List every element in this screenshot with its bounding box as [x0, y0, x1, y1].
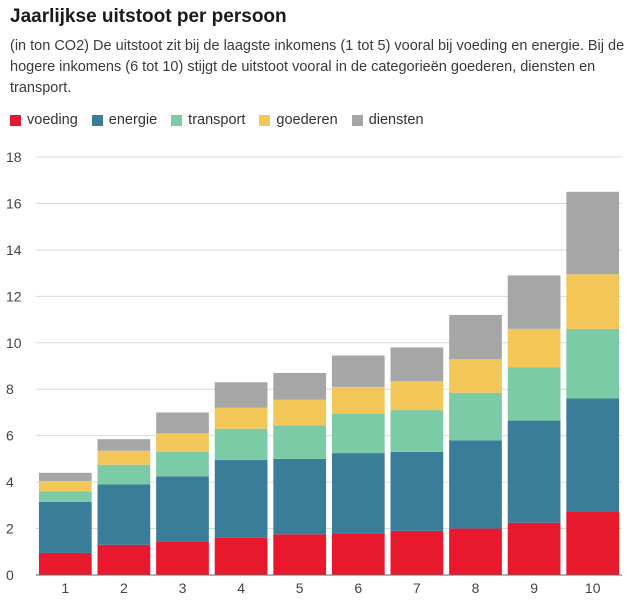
- bar-segment-transport: [507, 367, 561, 421]
- bar-segment-voeding: [97, 544, 151, 575]
- bar-segment-energie: [566, 398, 620, 512]
- y-tick-label: 2: [6, 521, 14, 537]
- legend-swatch-goederen: [259, 114, 271, 126]
- bar-segment-energie: [331, 453, 385, 534]
- bar-segment-goederen: [97, 450, 151, 465]
- bar-segment-voeding: [38, 552, 92, 575]
- y-tick-label: 16: [6, 195, 22, 211]
- x-tick-label: 8: [472, 580, 480, 596]
- y-tick-label: 14: [6, 242, 22, 258]
- bar-segment-voeding: [273, 534, 327, 575]
- bar-segment-transport: [38, 491, 92, 502]
- bar-segment-goederen: [38, 480, 92, 492]
- bar-segment-voeding: [449, 528, 502, 575]
- x-tick-label: 6: [354, 580, 362, 596]
- legend-item-goederen: goederen: [259, 112, 338, 128]
- bar-segment-energie: [97, 484, 151, 545]
- y-tick-label: 0: [6, 567, 14, 583]
- bar-segment-transport: [566, 328, 620, 399]
- bar-segment-transport: [273, 425, 327, 459]
- bar-segment-transport: [390, 410, 444, 452]
- y-tick-label: 8: [6, 381, 14, 397]
- bar-segment-goederen: [214, 407, 268, 429]
- legend-item-transport: transport: [171, 112, 245, 128]
- legend-swatch-voeding: [10, 114, 21, 126]
- bar-segment-goederen: [507, 328, 561, 368]
- y-tick-label: 6: [6, 428, 14, 444]
- bar-segment-energie: [449, 440, 502, 529]
- bar-segment-diensten: [214, 382, 268, 408]
- bar-segment-voeding: [390, 530, 444, 575]
- legend-label-energie: energie: [108, 112, 158, 128]
- x-tick-label: 3: [179, 580, 187, 596]
- x-tick-label: 5: [296, 580, 304, 596]
- bar-segment-energie: [38, 501, 92, 553]
- bar-segment-transport: [331, 413, 385, 454]
- bar-segment-energie: [214, 460, 268, 538]
- bar-segment-voeding: [156, 541, 209, 575]
- legend: voeding energie transport goederen diens…: [10, 112, 424, 128]
- bar-segment-goederen: [156, 433, 209, 452]
- bar-segment-diensten: [331, 355, 385, 387]
- bar-segment-energie: [156, 476, 209, 542]
- bar-segment-transport: [214, 428, 268, 461]
- legend-item-energie: energie: [91, 112, 158, 128]
- x-tick-label: 1: [61, 580, 69, 596]
- y-tick-label: 12: [6, 288, 22, 304]
- x-tick-label: 7: [413, 580, 421, 596]
- legend-item-voeding: voeding: [10, 112, 78, 128]
- bar-segment-voeding: [566, 511, 620, 575]
- bar-segment-diensten: [38, 472, 92, 481]
- x-tick-label: 10: [585, 580, 601, 596]
- bar-segment-diensten: [390, 347, 444, 382]
- bar-segment-diensten: [449, 314, 502, 360]
- bar-segment-transport: [156, 451, 209, 477]
- bar-segment-diensten: [507, 275, 561, 329]
- bar-segment-goederen: [273, 399, 327, 426]
- bar-segment-energie: [390, 451, 444, 531]
- y-tick-label: 10: [6, 335, 22, 351]
- x-tick-label: 4: [237, 580, 245, 596]
- legend-swatch-diensten: [351, 114, 363, 126]
- bar-segment-goederen: [566, 274, 620, 329]
- y-tick-label: 4: [6, 474, 14, 490]
- y-tick-label: 18: [6, 149, 22, 165]
- legend-item-diensten: diensten: [351, 112, 424, 128]
- chart-subtitle: (in ton CO2) De uitstoot zit bij de laag…: [10, 38, 625, 96]
- bar-segment-goederen: [390, 381, 444, 411]
- legend-swatch-energie: [91, 114, 103, 126]
- bar-segment-goederen: [331, 386, 385, 414]
- bar-segment-diensten: [156, 412, 209, 434]
- legend-label-goederen: goederen: [276, 112, 338, 128]
- bar-segment-energie: [507, 420, 561, 523]
- bar-segment-diensten: [97, 439, 151, 451]
- bar-segment-goederen: [449, 359, 502, 393]
- legend-swatch-transport: [171, 114, 183, 126]
- bar-segment-voeding: [214, 537, 268, 575]
- bar-segment-diensten: [273, 372, 327, 400]
- bar-segment-transport: [97, 464, 151, 485]
- x-tick-label: 2: [120, 580, 128, 596]
- bar-segment-voeding: [331, 533, 385, 575]
- x-tick-label: 9: [530, 580, 538, 596]
- bar-segment-voeding: [507, 522, 561, 575]
- bar-segment-energie: [273, 458, 327, 535]
- legend-label-diensten: diensten: [368, 112, 424, 128]
- legend-label-voeding: voeding: [27, 112, 78, 128]
- bar-segment-diensten: [566, 191, 620, 275]
- chart-title: Jaarlijkse uitstoot per persoon: [10, 6, 287, 27]
- bar-segment-transport: [449, 392, 502, 441]
- legend-label-transport: transport: [188, 112, 246, 128]
